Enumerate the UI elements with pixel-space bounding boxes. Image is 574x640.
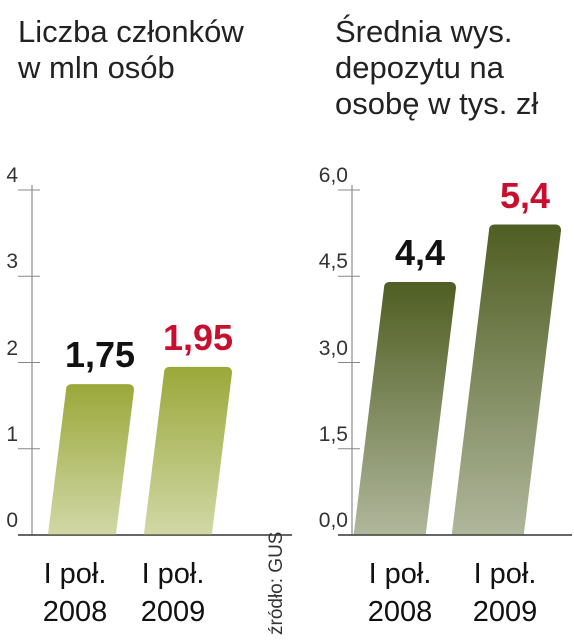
- bar: [353, 282, 456, 535]
- x-tick-label: I poł. 2009: [472, 558, 538, 628]
- y-tick-label: 2: [6, 336, 18, 360]
- y-tick-label: 4: [6, 164, 18, 187]
- y-tick-label: 3: [6, 250, 18, 274]
- y-tick-label: 1,5: [318, 422, 348, 446]
- value-label: 1,75: [64, 334, 136, 376]
- x-tick-label: I poł. 2009: [140, 558, 206, 628]
- value-label: 4,4: [394, 232, 446, 273]
- chart-title: Liczba członków w mln osób: [18, 14, 244, 85]
- bar: [47, 384, 135, 535]
- y-tick-label: 3,0: [318, 336, 348, 360]
- source: źródło: GUS: [266, 531, 287, 635]
- value-label: 5,4: [499, 174, 551, 216]
- bar: [143, 366, 232, 535]
- chart-title: Średnia wys. depozytu na osobę w tys. zł: [335, 14, 539, 121]
- y-tick-label: 1: [6, 422, 18, 446]
- y-tick-label: 0,0: [318, 509, 348, 532]
- x-tick-label: I poł. 2008: [367, 558, 433, 628]
- bar: [451, 224, 561, 535]
- y-tick-label: 4,5: [318, 250, 348, 274]
- x-tick-label: I poł. 2008: [42, 558, 108, 628]
- y-tick-label: 6,0: [318, 164, 348, 187]
- value-label: 1,95: [162, 316, 234, 358]
- y-tick-label: 0: [6, 509, 18, 532]
